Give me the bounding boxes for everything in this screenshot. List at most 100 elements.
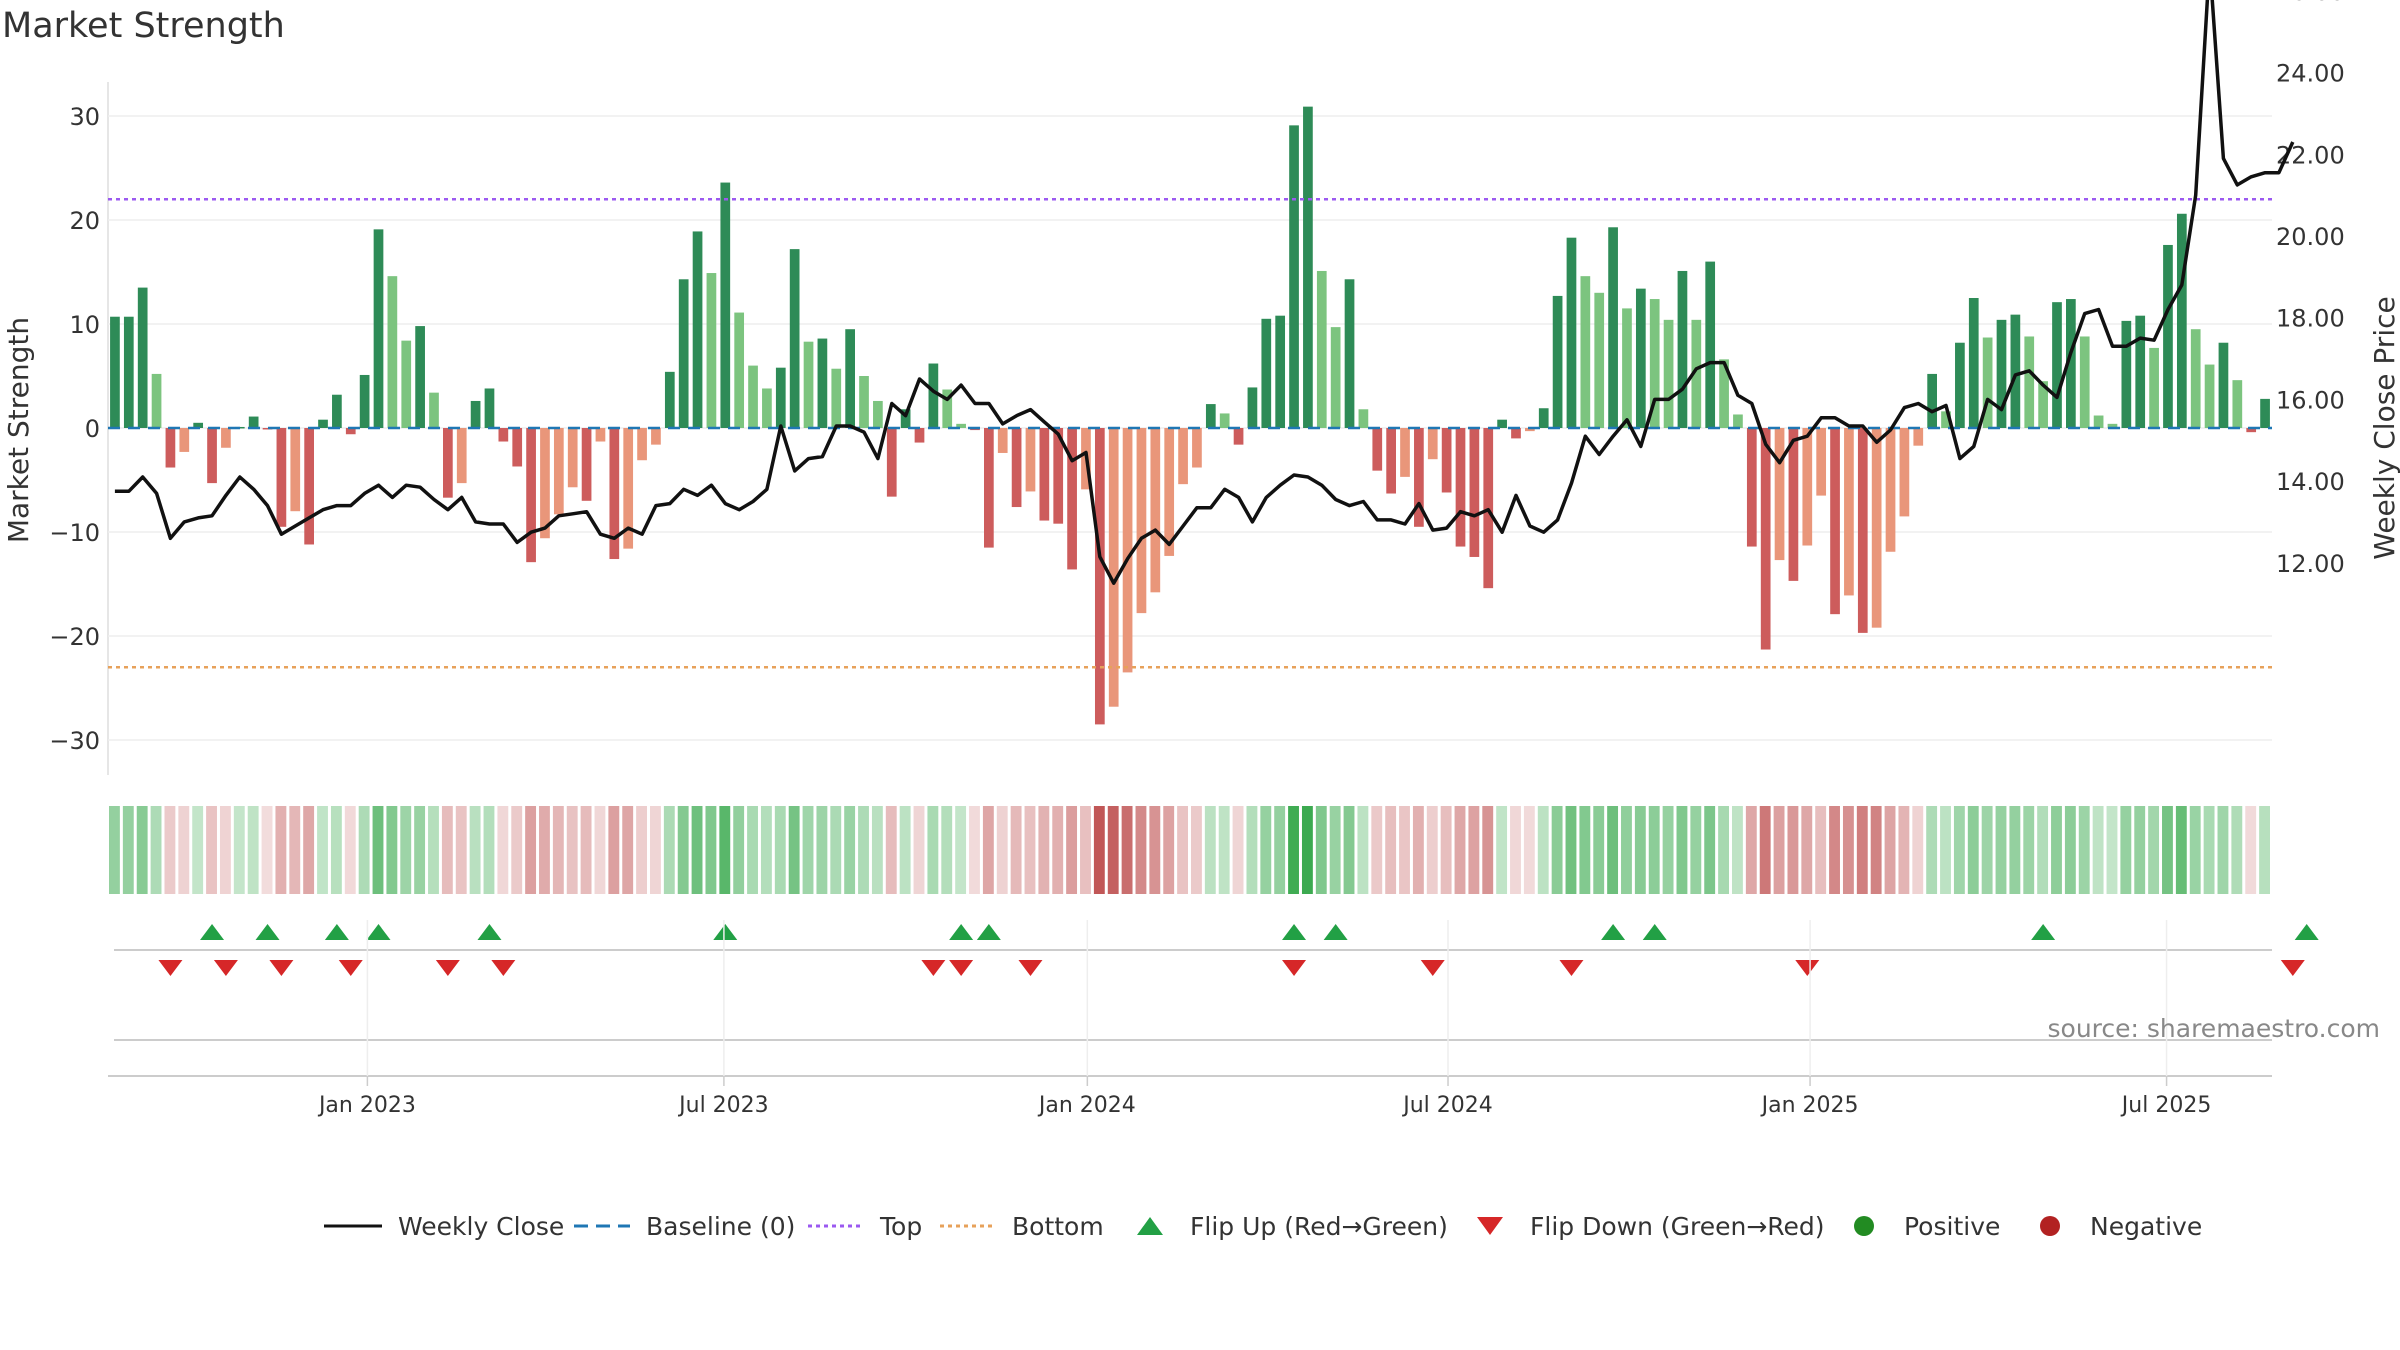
heat-cell bbox=[1621, 806, 1632, 894]
heat-cell bbox=[192, 806, 204, 894]
heat-cell bbox=[1953, 806, 1965, 894]
heat-cell bbox=[122, 806, 134, 894]
strength-bar bbox=[567, 428, 578, 488]
strength-bar bbox=[581, 428, 592, 501]
strength-bar bbox=[1927, 373, 1937, 428]
heat-cell bbox=[1926, 806, 1938, 894]
strength-bar bbox=[1219, 413, 1230, 428]
strength-bar bbox=[1622, 308, 1632, 428]
strength-bar bbox=[332, 394, 342, 428]
heat-cell bbox=[1690, 806, 1702, 894]
flip-up-marker bbox=[2294, 924, 2319, 940]
heat-cell bbox=[2245, 806, 2257, 894]
strength-bar bbox=[1233, 428, 1244, 445]
strength-bar bbox=[484, 388, 495, 428]
strength-bar bbox=[1538, 408, 1549, 428]
heat-cell bbox=[1607, 806, 1619, 894]
strength-bar bbox=[831, 368, 842, 428]
flip-up-marker bbox=[2031, 924, 2056, 940]
heat-cell bbox=[1399, 806, 1410, 894]
strength-bar bbox=[262, 428, 273, 430]
heat-cell bbox=[552, 806, 564, 894]
legend-top-label: Top bbox=[880, 1211, 923, 1241]
strength-bar bbox=[1746, 428, 1757, 547]
y-tick-label: 10 bbox=[69, 311, 100, 339]
legend-flip-down-label: Flip Down (Green→Red) bbox=[1530, 1211, 1825, 1241]
heat-cell bbox=[206, 806, 217, 894]
heat-cell bbox=[261, 806, 273, 894]
strength-bar bbox=[318, 419, 328, 428]
gridlines bbox=[107, 82, 2272, 775]
weekly-close-line bbox=[114, 0, 2295, 585]
heat-cell bbox=[1634, 806, 1646, 894]
strength-bar bbox=[817, 338, 828, 428]
strength-bar bbox=[1788, 428, 1799, 581]
flip-down-marker bbox=[1420, 960, 1445, 976]
heat-cell bbox=[1704, 806, 1716, 894]
heat-cell bbox=[1010, 806, 1022, 894]
strength-bar bbox=[1164, 428, 1175, 556]
heat-cell bbox=[1385, 806, 1397, 894]
flip-up-marker bbox=[1601, 924, 1626, 940]
strength-bar bbox=[1330, 327, 1341, 428]
heat-cell bbox=[1218, 806, 1230, 894]
strength-bar bbox=[748, 365, 758, 428]
strength-bar bbox=[1427, 428, 1438, 460]
heat-cell bbox=[1787, 806, 1799, 894]
x-tick-label: Jul 2025 bbox=[2120, 1093, 2212, 1118]
strength-bar bbox=[1885, 428, 1896, 552]
heat-cell bbox=[1191, 806, 1202, 894]
strength-bar bbox=[1941, 411, 1951, 428]
strength-bar bbox=[2135, 315, 2146, 428]
heat-cell bbox=[1426, 806, 1438, 894]
heat-cell bbox=[1856, 806, 1868, 894]
strength-bar bbox=[1996, 319, 2007, 428]
heat-cell bbox=[289, 806, 301, 894]
strength-bar bbox=[2052, 302, 2062, 428]
heat-cell bbox=[1801, 806, 1813, 894]
strength-bar bbox=[221, 428, 231, 448]
heat-cell bbox=[414, 806, 426, 894]
strength-bar bbox=[1344, 279, 1355, 428]
heat-cell bbox=[1870, 806, 1882, 894]
strength-bar bbox=[1414, 428, 1424, 527]
reference-lines bbox=[108, 197, 2272, 669]
heat-cell bbox=[2231, 806, 2243, 894]
strength-bar bbox=[637, 428, 647, 461]
strength-bar bbox=[803, 341, 814, 428]
heat-cell bbox=[1523, 806, 1535, 894]
x-tick-label: Jan 2024 bbox=[1037, 1093, 1136, 1118]
strength-bar bbox=[692, 231, 703, 428]
heat-cell bbox=[1593, 806, 1605, 894]
strength-bar bbox=[1552, 295, 1563, 428]
heat-cell bbox=[1510, 806, 1521, 894]
strength-bar bbox=[137, 287, 148, 428]
heat-cell bbox=[1482, 806, 1494, 894]
strength-bar bbox=[345, 428, 356, 435]
heat-cell bbox=[386, 806, 398, 894]
heat-cell bbox=[1829, 806, 1840, 894]
heat-cell bbox=[317, 806, 328, 894]
strength-bar bbox=[762, 388, 772, 428]
heat-cell bbox=[136, 806, 148, 894]
heat-cell bbox=[719, 806, 731, 894]
strength-bar bbox=[123, 316, 134, 428]
flip-up-marker bbox=[255, 924, 280, 940]
x-tick-label: Jan 2025 bbox=[1760, 1093, 1859, 1118]
strength-bar bbox=[623, 428, 634, 549]
triangle-down-icon bbox=[1477, 1217, 1503, 1235]
strength-bar bbox=[1136, 428, 1147, 614]
strength-bar bbox=[2204, 364, 2215, 428]
flip-down-marker bbox=[491, 960, 516, 976]
strength-bar bbox=[2149, 347, 2159, 428]
strength-bar bbox=[526, 428, 536, 563]
heat-cell bbox=[608, 806, 620, 894]
heat-cell bbox=[1080, 806, 1091, 894]
heat-cell bbox=[455, 806, 467, 894]
x-tick-label: Jul 2024 bbox=[1401, 1093, 1493, 1118]
strength-bar bbox=[775, 367, 786, 428]
heat-cell bbox=[1149, 806, 1161, 894]
flip-down-marker bbox=[949, 960, 974, 976]
heat-cell bbox=[594, 806, 606, 894]
heat-cell bbox=[580, 806, 592, 894]
